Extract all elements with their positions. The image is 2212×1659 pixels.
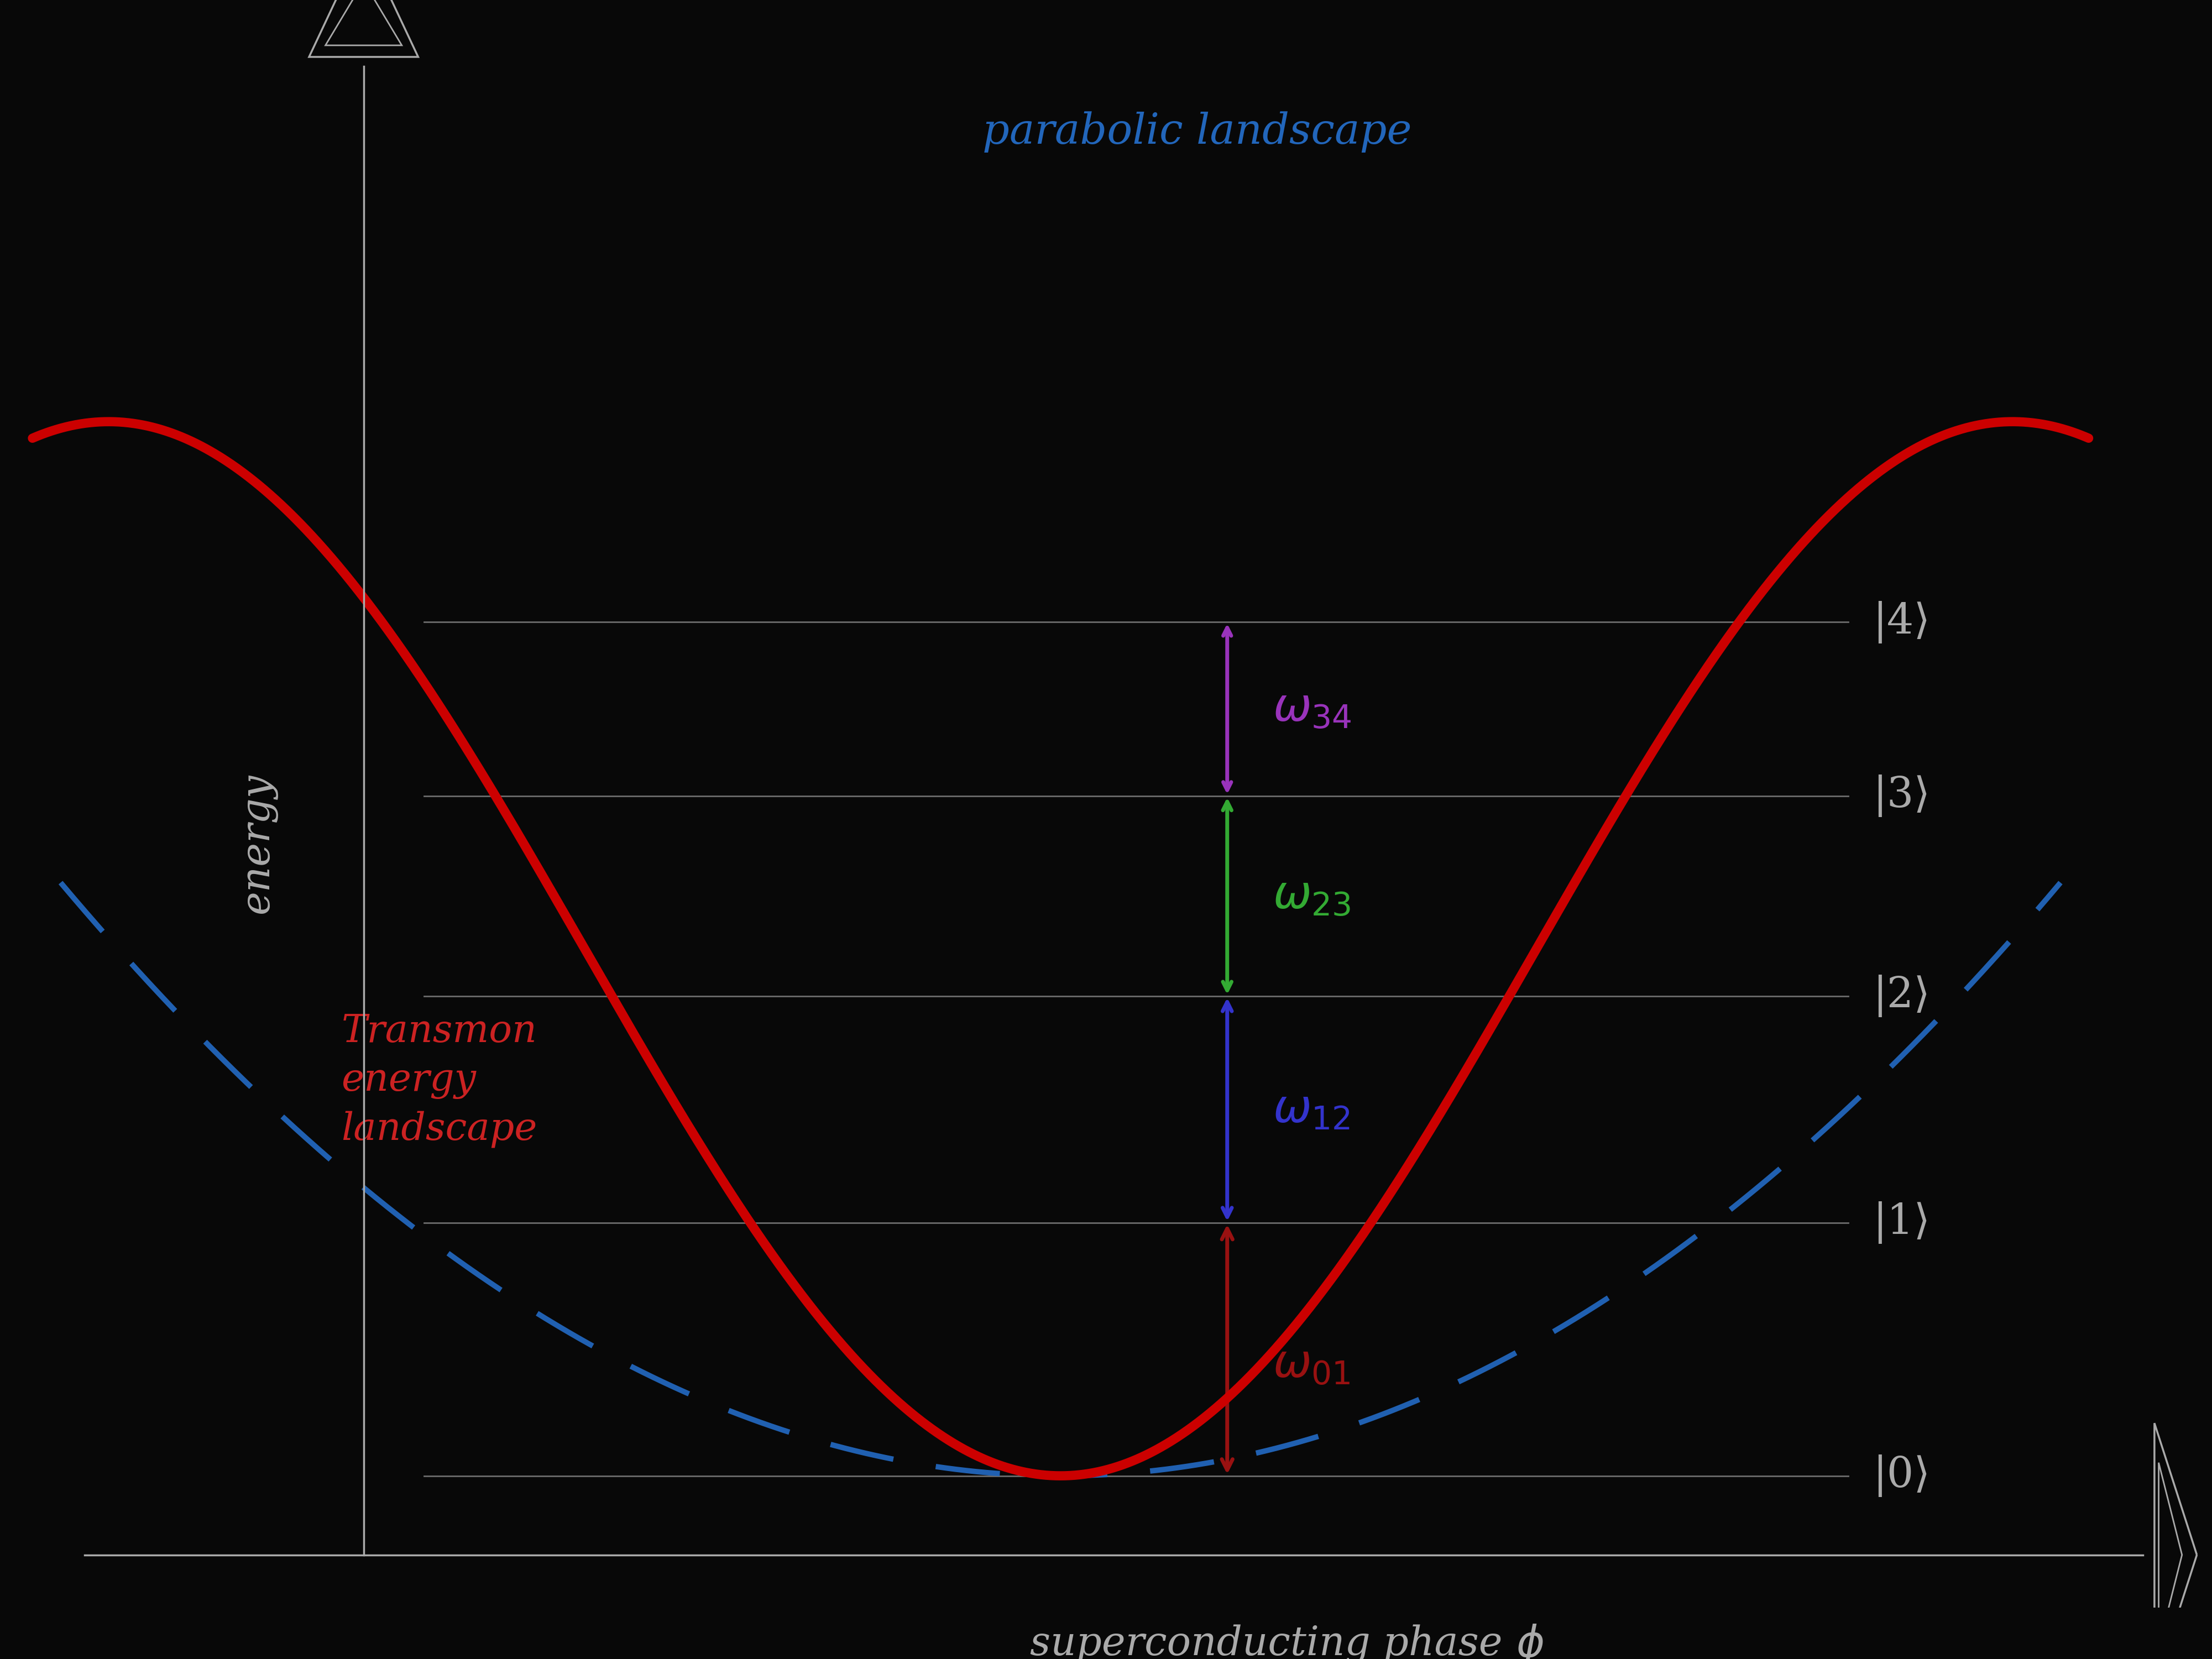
Text: |4⟩: |4⟩ xyxy=(1874,601,1931,644)
Text: Transmon
energy
landscape: Transmon energy landscape xyxy=(341,1014,538,1148)
Text: $\omega_{34}$: $\omega_{34}$ xyxy=(1272,687,1352,732)
Text: |0⟩: |0⟩ xyxy=(1874,1455,1931,1496)
Text: $\phi$: $\phi$ xyxy=(1515,1623,1544,1659)
Text: $\omega_{23}$: $\omega_{23}$ xyxy=(1272,874,1352,917)
Text: energy: energy xyxy=(239,773,276,914)
Text: $\omega_{01}$: $\omega_{01}$ xyxy=(1272,1344,1352,1387)
Text: parabolic landscape: parabolic landscape xyxy=(982,111,1411,153)
Text: $\omega_{12}$: $\omega_{12}$ xyxy=(1272,1087,1349,1131)
Text: superconducting phase: superconducting phase xyxy=(1031,1624,1515,1659)
Text: |2⟩: |2⟩ xyxy=(1874,975,1931,1017)
Text: |1⟩: |1⟩ xyxy=(1874,1201,1931,1244)
Text: |3⟩: |3⟩ xyxy=(1874,775,1931,818)
